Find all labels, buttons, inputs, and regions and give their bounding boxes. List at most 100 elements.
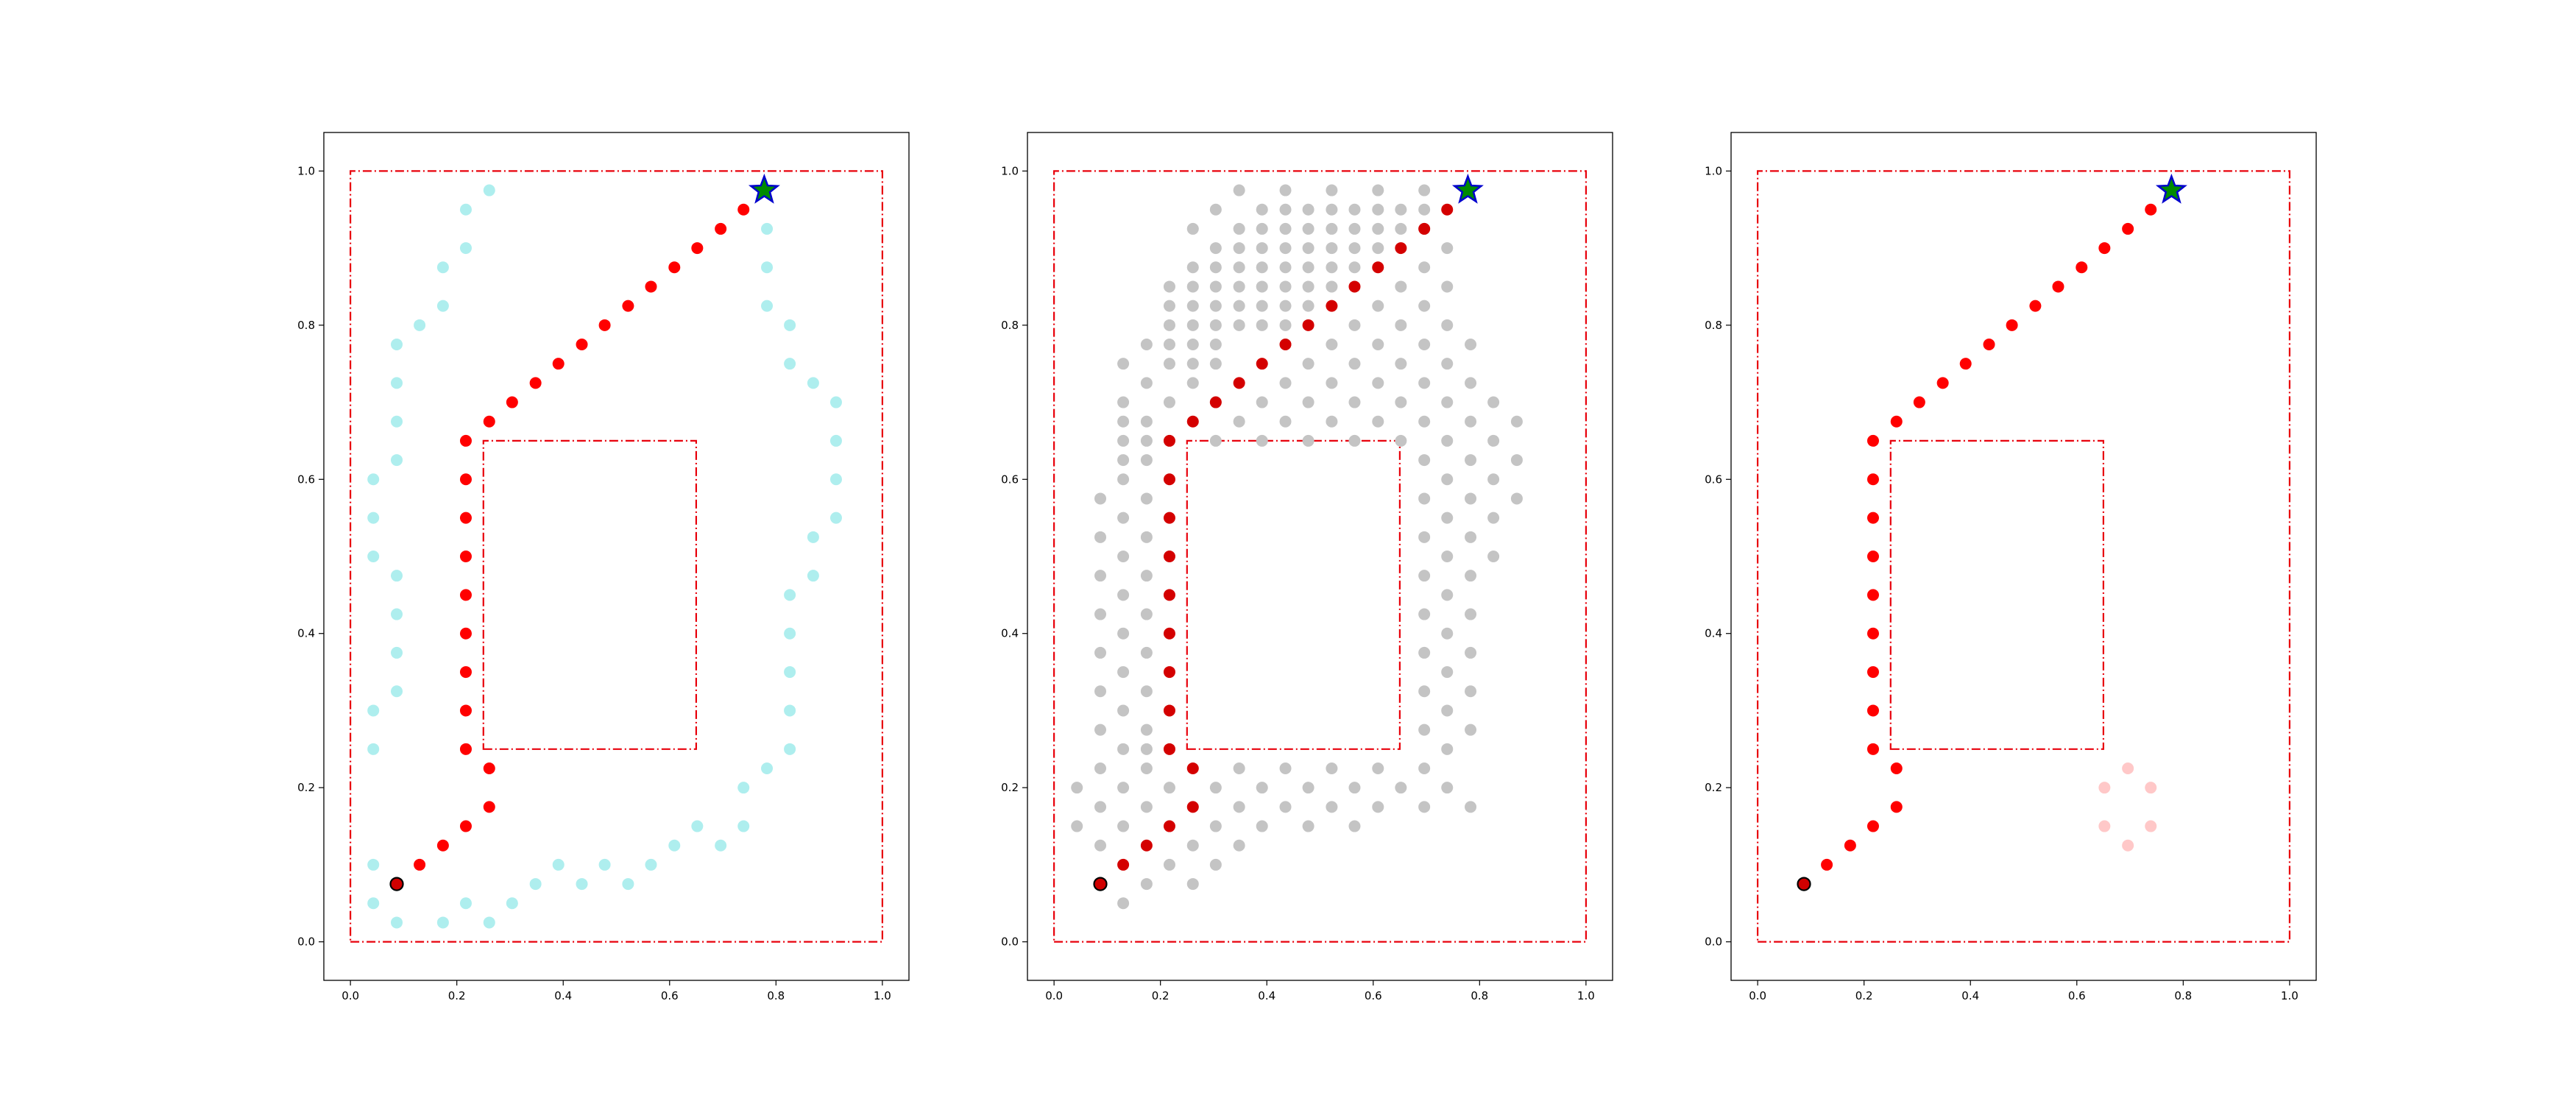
path-point (1163, 820, 1175, 832)
explored-point (1279, 319, 1292, 331)
explored-point (1233, 261, 1245, 274)
explored-point (459, 203, 472, 216)
explored-point (1441, 743, 1454, 755)
explored-point (1256, 222, 1268, 235)
explored-point (1418, 531, 1431, 543)
explored-point (1302, 396, 1314, 408)
explored-point (1117, 820, 1130, 832)
y-tick-label: 0.8 (1705, 319, 1722, 332)
path-point (1163, 551, 1175, 562)
explored-point (1140, 723, 1153, 736)
explored-point (1418, 339, 1431, 350)
explored-point (1441, 358, 1454, 370)
y-tick-label: 0.0 (1001, 935, 1019, 949)
explored-point (1279, 222, 1292, 235)
explored-point (761, 762, 774, 774)
path-point (2122, 222, 2134, 235)
path-point (1866, 627, 1879, 640)
y-tick-label: 0.2 (1001, 781, 1019, 794)
explored-point (1279, 762, 1292, 774)
path-point (1279, 339, 1292, 350)
obstacle-boundary (482, 439, 698, 750)
path-point (1913, 396, 1925, 408)
explored-point (1094, 531, 1107, 543)
explored-point (1465, 339, 1477, 350)
explored-point (1326, 415, 1338, 428)
explored-point (1071, 782, 1083, 794)
explored-point (1209, 242, 1222, 255)
axes-frame (1730, 132, 2317, 981)
explored-point (1233, 222, 1245, 235)
explored-point (1372, 339, 1384, 350)
explored-point (1140, 608, 1153, 620)
explored-point (1279, 801, 1292, 813)
explored-point (2098, 820, 2111, 832)
x-tick-label: 0.8 (1471, 989, 1488, 1002)
explored-point (1186, 319, 1199, 331)
explored-point (1279, 203, 1292, 216)
goal-marker (748, 173, 780, 204)
path-point (1890, 762, 1903, 774)
path-point (1844, 839, 1856, 852)
explored-point (2145, 820, 2157, 832)
explored-point (1256, 782, 1268, 794)
path-point (1959, 358, 1972, 370)
x-tick-label: 0.4 (554, 989, 572, 1002)
path-point (1866, 434, 1879, 447)
explored-point (1302, 434, 1314, 447)
explored-point (1372, 184, 1384, 197)
explored-point (1279, 415, 1292, 428)
path-point (1163, 704, 1175, 717)
explored-point (1117, 358, 1130, 370)
path-point (459, 434, 472, 447)
explored-point (1140, 570, 1153, 582)
path-point (645, 280, 657, 293)
explored-point (1140, 454, 1153, 467)
explored-point (1209, 434, 1222, 447)
explored-point (1256, 300, 1268, 312)
explored-point (1418, 570, 1431, 582)
explored-point (1348, 820, 1361, 832)
explored-point (1441, 551, 1454, 562)
explored-point (1326, 377, 1338, 389)
explored-point (1465, 685, 1477, 698)
explored-point (1140, 415, 1153, 428)
explored-point (1302, 203, 1314, 216)
explored-point (1465, 454, 1477, 467)
goal-marker (2155, 173, 2187, 204)
path-point (459, 512, 472, 524)
explored-point (1209, 858, 1222, 871)
explored-point (1140, 743, 1153, 755)
goal-marker (1451, 173, 1484, 204)
path-point (1348, 280, 1361, 293)
explored-point (1302, 820, 1314, 832)
explored-point (1209, 339, 1222, 350)
path-point (2052, 280, 2064, 293)
path-point (1186, 762, 1199, 774)
explored-point (1510, 415, 1523, 428)
explored-point (391, 685, 403, 698)
explored-point (598, 858, 611, 871)
explored-point (1487, 551, 1500, 562)
explored-point (1094, 608, 1107, 620)
x-tick-label: 1.0 (874, 989, 891, 1002)
x-tick-label: 0.6 (2068, 989, 2086, 1002)
explored-point (1372, 222, 1384, 235)
explored-point (829, 396, 842, 408)
explored-point (1348, 222, 1361, 235)
explored-point (1441, 242, 1454, 255)
explored-point (1117, 551, 1130, 562)
explored-point (1441, 473, 1454, 486)
explored-point (1117, 782, 1130, 794)
path-point (1233, 377, 1245, 389)
explored-point (367, 551, 380, 562)
start-marker (389, 877, 404, 891)
path-point (1866, 820, 1879, 832)
explored-point (1418, 723, 1431, 736)
y-tick-label: 0.0 (297, 935, 315, 949)
explored-point (691, 820, 704, 832)
explored-point (1140, 685, 1153, 698)
y-tick-label: 0.6 (297, 473, 315, 486)
explored-point (1186, 839, 1199, 852)
explored-point (576, 878, 588, 891)
